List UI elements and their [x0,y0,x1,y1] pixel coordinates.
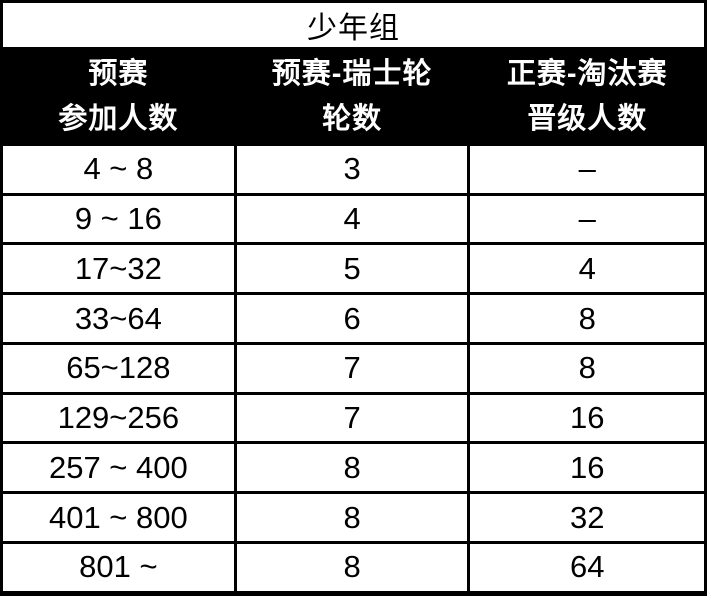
cell-advance-count: 16 [467,441,707,495]
table-row: 401 ~ 800 8 32 [0,491,707,544]
col-header-line1: 预赛 [88,57,149,90]
cell-swiss-rounds: 4 [233,192,471,246]
col-header-line2: 晋级人数 [527,102,648,135]
table-row: 257 ~ 400 8 16 [0,441,707,495]
cell-advance-count: 4 [467,242,707,296]
cell-swiss-rounds: 7 [233,391,471,445]
table-row: 33~64 6 8 [0,292,707,345]
cell-participants-range: 257 ~ 400 [0,441,237,495]
cell-swiss-rounds: 8 [233,441,471,495]
cell-participants-range: 801 ~ [0,540,237,596]
table-row: 65~128 7 8 [0,341,707,395]
cell-participants-range: 129~256 [0,391,237,445]
cell-swiss-rounds: 6 [233,292,471,345]
col-header-prelim-participants: 预赛 参加人数 [0,47,237,146]
cell-swiss-rounds: 8 [233,491,471,544]
col-header-line2: 轮数 [322,102,383,135]
table-title: 少年组 [0,0,707,50]
cell-advance-count: 64 [467,540,707,596]
col-header-line2: 参加人数 [58,102,179,135]
col-header-line1: 预赛-瑞士轮 [271,57,433,90]
cell-swiss-rounds: 5 [233,242,471,296]
col-header-swiss-rounds: 预赛-瑞士轮 轮数 [233,47,471,146]
cell-participants-range: 401 ~ 800 [0,491,237,544]
cell-swiss-rounds: 8 [233,540,471,596]
cell-participants-range: 65~128 [0,341,237,395]
cell-advance-count: – [467,192,707,246]
cell-participants-range: 4 ~ 8 [0,143,237,196]
cell-advance-count: – [467,143,707,196]
cell-advance-count: 32 [467,491,707,544]
table-header-row: 预赛 参加人数 预赛-瑞士轮 轮数 正赛-淘汰赛 晋级人数 [0,47,707,146]
table-row: 9 ~ 16 4 – [0,192,707,246]
cell-swiss-rounds: 3 [233,143,471,196]
cell-advance-count: 16 [467,391,707,445]
col-header-line1: 正赛-淘汰赛 [506,57,668,90]
cell-participants-range: 33~64 [0,292,237,345]
cell-participants-range: 17~32 [0,242,237,296]
cell-participants-range: 9 ~ 16 [0,192,237,246]
table-row: 801 ~ 8 64 [0,540,707,596]
cell-swiss-rounds: 7 [233,341,471,395]
table-row: 129~256 7 16 [0,391,707,445]
table-title-row: 少年组 [0,0,707,50]
cell-advance-count: 8 [467,292,707,345]
cell-advance-count: 8 [467,341,707,395]
table-row: 4 ~ 8 3 – [0,143,707,196]
table-row: 17~32 5 4 [0,242,707,296]
col-header-knockout-advance: 正赛-淘汰赛 晋级人数 [467,47,707,146]
